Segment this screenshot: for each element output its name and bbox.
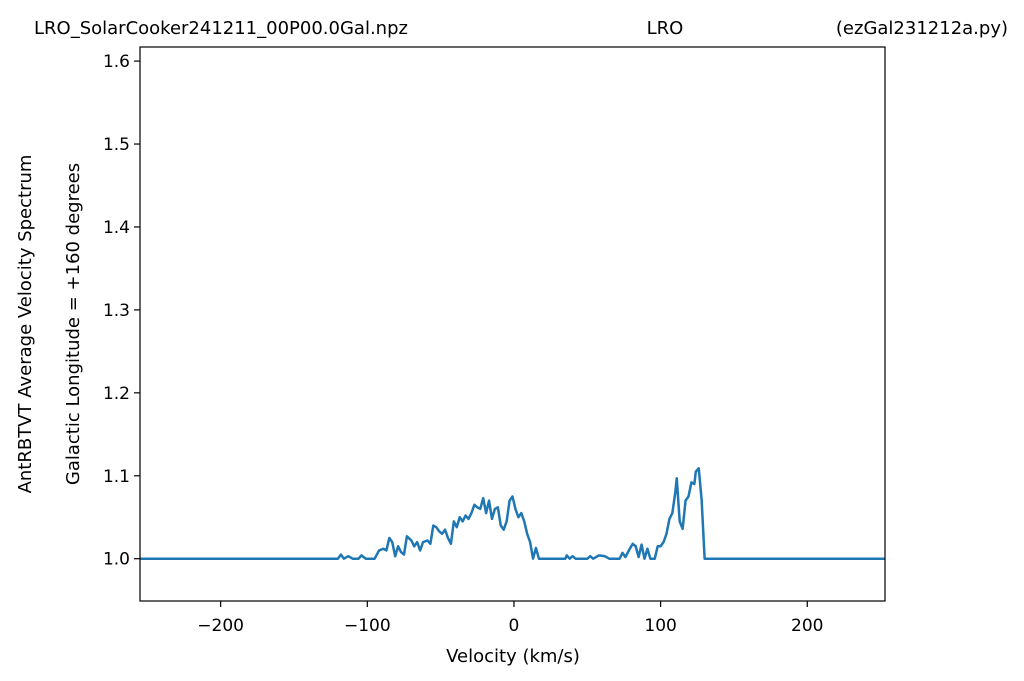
y-tick-label: 1.2 xyxy=(103,384,130,404)
x-tick-label: 100 xyxy=(644,616,676,636)
x-tick-label: 0 xyxy=(509,616,520,636)
y-tick-label: 1.1 xyxy=(103,467,130,487)
x-tick-label: −100 xyxy=(344,616,391,636)
y-axis-label: Galactic Longitude = +160 degrees xyxy=(63,163,84,485)
x-tick-label: −200 xyxy=(197,616,244,636)
y-tick-label: 1.6 xyxy=(103,52,130,72)
y-tick-label: 1.5 xyxy=(103,135,130,155)
chart-title-center: LRO xyxy=(647,18,684,39)
y-tick-label: 1.4 xyxy=(103,218,130,238)
y-axis-label: AntRBTVT Average Velocity Spectrum xyxy=(15,155,36,494)
chart-title: LRO_SolarCooker241211_00P00.0Gal.npz xyxy=(34,18,408,39)
plot-frame xyxy=(139,46,886,602)
data-line xyxy=(140,467,885,560)
chart-title-right: (ezGal231212a.py) xyxy=(836,18,1008,39)
x-axis-label: Velocity (km/s) xyxy=(446,646,580,667)
y-tick-label: 1.3 xyxy=(103,301,130,321)
x-tick-label: 200 xyxy=(791,616,823,636)
y-tick-label: 1.0 xyxy=(103,550,130,570)
